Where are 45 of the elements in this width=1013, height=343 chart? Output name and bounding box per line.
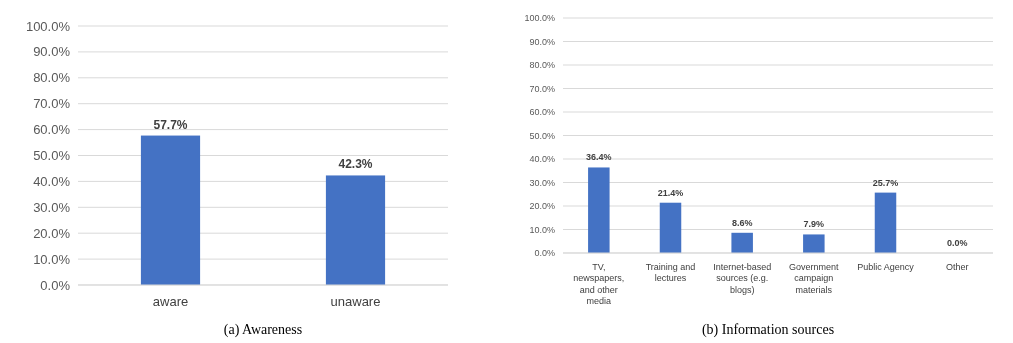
y-tick-label: 90.0% — [33, 44, 71, 60]
y-tick-label: 70.0% — [529, 83, 555, 94]
bar — [874, 192, 897, 253]
y-tick-label: 90.0% — [529, 36, 555, 47]
data-label: 21.4% — [657, 187, 684, 198]
x-tick-label: Training and lectures — [645, 262, 696, 284]
y-tick-label: 80.0% — [33, 70, 71, 86]
y-tick-label: 0.0% — [40, 277, 71, 293]
x-tick-label: TV, newspapers, and other media — [573, 262, 625, 306]
y-tick-label: 50.0% — [529, 130, 555, 141]
bar — [659, 202, 682, 253]
data-label: 42.3% — [338, 157, 373, 172]
data-label: 0.0% — [946, 238, 968, 248]
bar — [588, 167, 610, 253]
y-tick-label: 60.0% — [529, 107, 555, 118]
data-label: 57.7% — [153, 117, 188, 132]
x-tick-label: unaware — [330, 294, 381, 309]
data-label: 25.7% — [872, 177, 899, 188]
x-tick-label: Other — [945, 262, 969, 272]
data-label: 36.4% — [586, 152, 612, 163]
bar — [731, 232, 753, 253]
y-tick-label: 50.0% — [33, 148, 71, 164]
y-tick-label: 70.0% — [33, 96, 71, 112]
data-label: 8.6% — [731, 217, 753, 228]
x-tick-label: Public Agency — [857, 262, 915, 272]
y-tick-label: 40.0% — [529, 154, 555, 165]
x-tick-label: Internet-based sources (e.g. blogs) — [713, 262, 772, 295]
x-tick-label: Government campaign materials — [789, 262, 840, 295]
text: (a) Awareness — [223, 322, 303, 338]
y-tick-label: 100.0% — [524, 13, 555, 24]
data-label: 7.9% — [803, 219, 825, 230]
y-tick-label: 60.0% — [33, 122, 71, 138]
y-tick-label: 20.0% — [33, 225, 71, 241]
y-tick-label: 0.0% — [534, 248, 555, 259]
x-tick-label: aware — [152, 294, 189, 309]
y-tick-label: 100.0% — [25, 18, 71, 34]
y-tick-label: 20.0% — [529, 201, 555, 212]
y-tick-label: 30.0% — [33, 199, 71, 215]
y-tick-label: 30.0% — [529, 177, 555, 188]
y-tick-label: 40.0% — [33, 173, 71, 189]
text: (b) Information sources — [701, 322, 835, 338]
bar — [803, 234, 825, 253]
y-tick-label: 10.0% — [33, 251, 71, 267]
y-tick-label: 80.0% — [529, 60, 555, 71]
y-tick-label: 10.0% — [529, 224, 555, 235]
